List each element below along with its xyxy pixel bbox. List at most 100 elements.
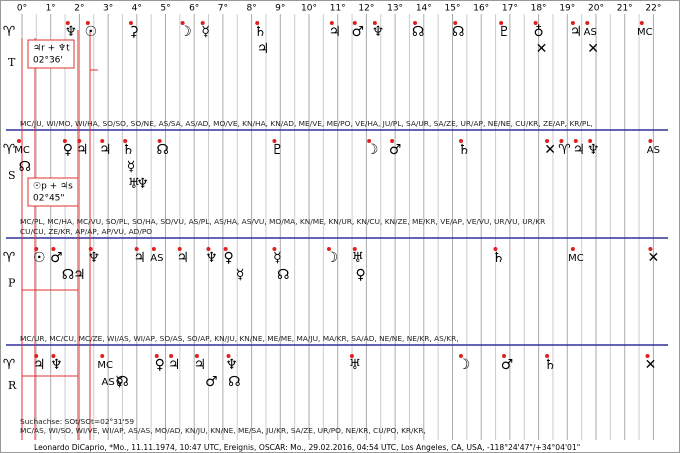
position-dot xyxy=(100,354,105,358)
planet-glyph: ☿ xyxy=(115,374,124,390)
planet-glyph: AS xyxy=(101,377,114,388)
position-dot xyxy=(154,354,159,358)
position-dot xyxy=(413,21,418,25)
planet-glyph: ☽ xyxy=(366,142,379,158)
position-dot xyxy=(499,21,504,25)
planet-glyph: ♄ xyxy=(458,142,471,158)
degree-label: 13° xyxy=(387,4,403,14)
position-dot xyxy=(51,354,56,358)
position-dot xyxy=(329,21,334,25)
degree-label: 2° xyxy=(74,4,84,14)
degree-label: 15° xyxy=(445,4,461,14)
degree-label: 3° xyxy=(103,4,113,14)
position-dot xyxy=(85,21,90,25)
planet-glyph: ♂ xyxy=(352,24,365,40)
planet-glyph: ⚳ xyxy=(129,24,139,40)
planet-glyph: ✕ xyxy=(645,357,657,373)
position-dot xyxy=(255,21,260,25)
planet-glyph: MC xyxy=(97,360,113,371)
position-dot xyxy=(169,354,174,358)
planet-glyph: ☊ xyxy=(452,24,464,40)
position-dot xyxy=(559,139,564,143)
position-dot xyxy=(134,247,139,251)
position-dot xyxy=(194,354,199,358)
degree-label: 22° xyxy=(645,4,661,14)
position-dot xyxy=(349,354,354,358)
degree-label: 4° xyxy=(132,4,142,14)
aries-glyph: ♈ xyxy=(3,250,16,266)
planet-glyph: AS xyxy=(150,253,163,264)
position-dot xyxy=(128,21,133,25)
planet-glyph: ♃ xyxy=(194,357,207,373)
planet-glyph: ☊ xyxy=(277,267,289,283)
planet-glyph: ♂ xyxy=(205,374,218,390)
midpoint-list: MC/PL, MC/HA, MC/VU, SO/PL, SO/HA, SO/VU… xyxy=(20,217,545,226)
planet-glyph: ♃ xyxy=(257,41,270,57)
position-dot xyxy=(100,139,105,143)
planet-glyph: ♃ xyxy=(176,250,189,266)
degree-label: 21° xyxy=(617,4,633,14)
planet-glyph: ♆ xyxy=(136,176,149,192)
planet-glyph: ☊ xyxy=(228,374,240,390)
row-label: P xyxy=(8,277,16,290)
position-dot xyxy=(206,247,211,251)
planet-glyph: ☿ xyxy=(273,250,282,266)
planet-glyph: ♇ xyxy=(498,24,511,40)
planet-glyph: ☿ xyxy=(127,159,136,175)
position-dot xyxy=(272,139,277,143)
position-dot xyxy=(88,247,93,251)
constellation-box-text: 02°45" xyxy=(33,194,65,204)
position-dot xyxy=(180,21,185,25)
degree-label: 17° xyxy=(502,4,518,14)
midpoint-list: MC/AS, WI/SO, WI/VE, WI/AP, AS/AS, MO/AD… xyxy=(20,426,426,435)
position-dot xyxy=(200,21,205,25)
position-dot xyxy=(588,139,593,143)
position-dot xyxy=(223,247,228,251)
degree-label: 16° xyxy=(473,4,489,14)
degree-label: 19° xyxy=(559,4,575,14)
aries-glyph: ♈ xyxy=(3,24,16,40)
degree-label: 20° xyxy=(588,4,604,14)
planet-glyph: ♆ xyxy=(225,357,238,373)
row-label: R xyxy=(8,379,17,392)
constellation-box-text: ☉p + ♃s xyxy=(33,182,73,192)
position-dot xyxy=(458,139,463,143)
planet-glyph: ✕ xyxy=(587,41,599,57)
degree-label: 6° xyxy=(189,4,199,14)
planet-glyph: ♃ xyxy=(168,357,181,373)
planet-glyph: ♅ xyxy=(352,250,365,266)
position-dot xyxy=(367,139,372,143)
planet-glyph: ♁ xyxy=(533,24,543,40)
position-dot xyxy=(352,21,357,25)
planet-glyph: ♄ xyxy=(544,357,557,373)
row-label: T xyxy=(8,56,16,69)
position-dot xyxy=(458,354,463,358)
planet-glyph: MC xyxy=(637,27,653,38)
planet-glyph: ☿ xyxy=(201,24,210,40)
degree-label: 11° xyxy=(330,4,346,14)
constellation-box-text: ♃r + ♆t xyxy=(33,44,70,54)
degree-label: 9° xyxy=(275,4,285,14)
planet-glyph: ☽ xyxy=(179,24,192,40)
planet-glyph: ♆ xyxy=(87,250,100,266)
planet-glyph: ☽ xyxy=(326,250,339,266)
degree-label: 1° xyxy=(46,4,56,14)
planet-glyph: ♃ xyxy=(33,357,46,373)
planet-glyph: ♄ xyxy=(492,250,505,266)
planet-glyph: ♀ xyxy=(224,250,234,266)
position-dot xyxy=(51,247,56,251)
position-dot xyxy=(390,139,395,143)
planet-glyph: ✕ xyxy=(536,41,548,57)
position-dot xyxy=(326,247,331,251)
position-dot xyxy=(585,21,590,25)
position-dot xyxy=(493,247,498,251)
degree-label: 8° xyxy=(246,4,256,14)
planet-glyph: ♀ xyxy=(356,267,366,283)
red-guides xyxy=(21,30,98,440)
planet-glyph: ♄ xyxy=(254,24,267,40)
planet-glyph: ♃ xyxy=(99,142,112,158)
planet-glyph: MC xyxy=(568,253,584,264)
position-dot xyxy=(17,139,21,143)
planet-glyph: ♂ xyxy=(389,142,402,158)
planet-glyph: ♀ xyxy=(63,142,73,158)
